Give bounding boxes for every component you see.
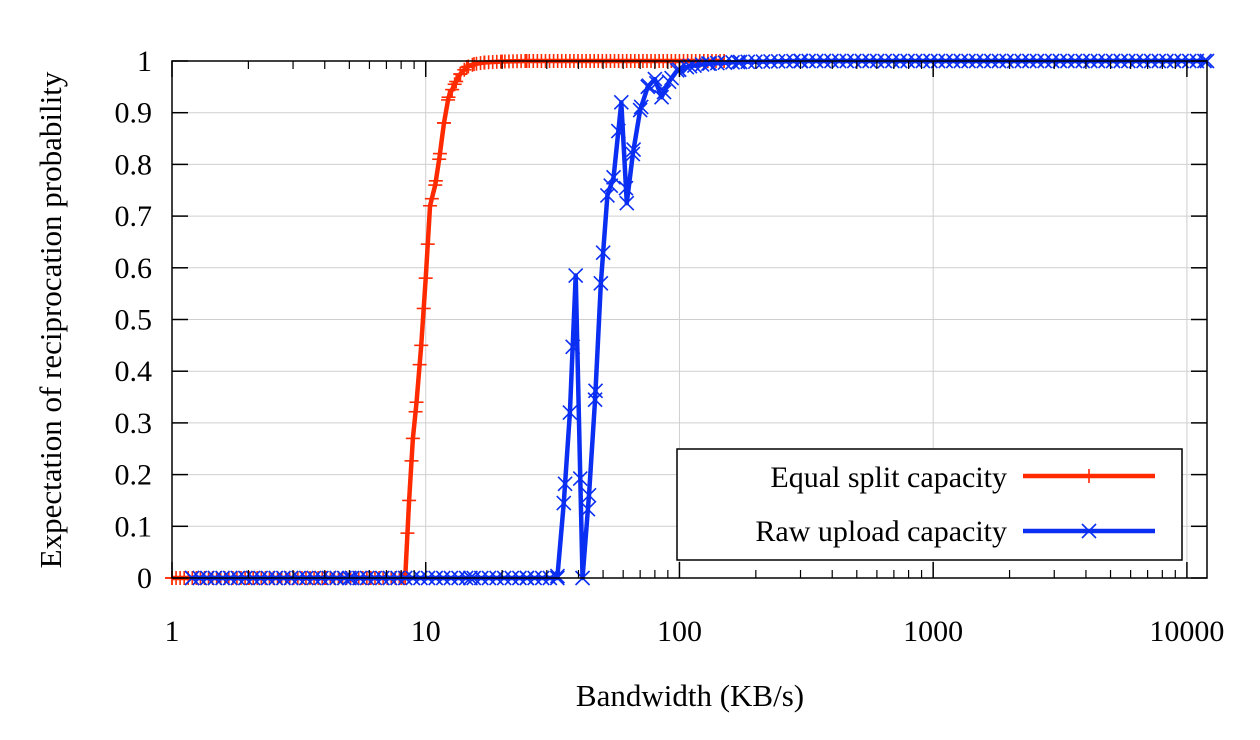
series-1-vertex-marker-14 (613, 94, 629, 110)
series-1-vertex-marker-7 (568, 267, 584, 284)
series-0-marker-59 (404, 453, 419, 468)
series-1-vertex-marker-12 (599, 187, 615, 203)
series-0-vertex-marker-17 (453, 66, 468, 81)
series-1-vertex-marker-16 (625, 146, 641, 162)
series-1-marker-57 (618, 180, 634, 196)
series-0-marker-63 (420, 237, 435, 252)
series-0-vertex-marker-8 (409, 395, 424, 410)
y-tick-label-10: 1 (137, 45, 152, 78)
y-tick-label-5: 0.5 (115, 304, 153, 337)
series-0-vertex-marker-19 (467, 57, 482, 72)
tick-labels: 1 10 100 1000 10000 0 0.1 0.2 0.3 0.4 0.5 0.6 0.7 0.8… (115, 45, 1225, 648)
series-0-vertex-marker-11 (423, 198, 438, 213)
series-1-marker-71 (724, 54, 741, 70)
series-1-marker-55 (603, 178, 619, 194)
series-0-vertex-marker-12 (428, 178, 443, 193)
legend-label-raw-upload: Raw upload capacity (755, 515, 1007, 548)
series-line-1 (192, 58, 1207, 581)
series-1-marker-49 (557, 476, 573, 492)
axis-ticks (171, 60, 1207, 579)
series-0-vertex-marker-20 (477, 55, 492, 70)
y-tick-label-2: 0.2 (115, 459, 153, 492)
series-1-marker-51 (572, 471, 588, 487)
legend-swatch-marker-1 (1081, 523, 1097, 539)
series-0-vertex-marker-9 (414, 338, 429, 353)
series-0-vertex-marker-6 (402, 493, 417, 508)
series-0-marker-64 (424, 191, 439, 206)
series-1-vertex-marker-11 (593, 275, 609, 291)
legend-label-equal-split: Equal split capacity (770, 461, 1007, 494)
series-1-marker-68 (702, 55, 718, 72)
legend-swatches (1023, 469, 1155, 539)
series-1-vertex-marker-6 (562, 404, 578, 421)
series-1-marker-70 (717, 55, 733, 71)
x-tick-label-0: 1 (165, 615, 180, 648)
series-1-marker-48 (549, 568, 566, 584)
series-1-marker-62 (656, 84, 672, 100)
series-1-vertex-marker-22 (669, 62, 685, 78)
series-1-vertex-marker-21 (661, 74, 677, 90)
legend: Equal split capacity Raw upload capacity (676, 448, 1183, 561)
series-0-marker-58 (400, 526, 415, 541)
series-1-marker-72 (732, 54, 748, 70)
series-1-vertex-marker-24 (700, 56, 716, 72)
series-1-vertex-marker-19 (647, 71, 663, 87)
series-1-vertex-marker-9 (581, 487, 597, 503)
y-tick-label-8: 0.8 (115, 148, 153, 181)
series-1-vertex-marker-13 (606, 169, 622, 185)
x-tick-label-2: 100 (657, 615, 702, 648)
x-axis-title: Bandwidth (KB/s) (576, 678, 804, 713)
series-1-vertex-marker-15 (619, 195, 635, 211)
series-0-vertex-marker-16 (447, 77, 462, 92)
series-1-marker-59 (633, 99, 649, 115)
series-1-marker-50 (565, 339, 581, 355)
series-1-marker-58 (626, 142, 642, 158)
y-tick-label-7: 0.7 (115, 200, 153, 233)
x-tick-label-4: 10000 (1149, 615, 1224, 648)
series-0-marker-62 (416, 301, 431, 316)
y-axis-title: Expectation of reciprocation probability (33, 71, 68, 568)
series-0-marker-61 (412, 357, 427, 372)
series-0-vertex-marker-15 (441, 90, 456, 105)
series-0-vertex-marker-13 (432, 152, 447, 167)
x-tick-label-3: 1000 (903, 615, 963, 648)
series-1-marker-61 (648, 75, 664, 91)
series-1-vertex-marker-20 (653, 89, 670, 105)
series-1-vertex-marker-17 (632, 102, 648, 118)
series-0-vertex-marker-14 (436, 116, 451, 131)
series-1-marker-56 (610, 123, 626, 139)
y-tick-label-0: 0 (137, 562, 152, 595)
series-1-marker-54 (595, 245, 611, 261)
series-0-marker-60 (408, 404, 423, 419)
series-0-vertex-marker-18 (459, 60, 474, 75)
series-1-marker-52 (580, 501, 596, 517)
x-tick-label-1: 10 (411, 615, 441, 648)
series-1-vertex-marker-10 (587, 392, 603, 408)
legend-swatch-marker-0 (1082, 469, 1096, 483)
series-0-marker-70 (449, 74, 464, 89)
series-1-vertex-marker-5 (556, 495, 572, 511)
y-tick-label-6: 0.6 (115, 252, 153, 285)
series-1-vertex-marker-25 (730, 54, 746, 70)
series-0-vertex-marker-10 (418, 271, 433, 286)
y-tick-label-3: 0.3 (115, 407, 153, 440)
series-0-vertex-marker-7 (405, 431, 420, 446)
y-tick-label-1: 0.1 (115, 510, 153, 543)
y-tick-label-9: 0.9 (115, 97, 153, 130)
legend-box (676, 448, 1183, 561)
y-tick-label-4: 0.4 (115, 355, 153, 388)
